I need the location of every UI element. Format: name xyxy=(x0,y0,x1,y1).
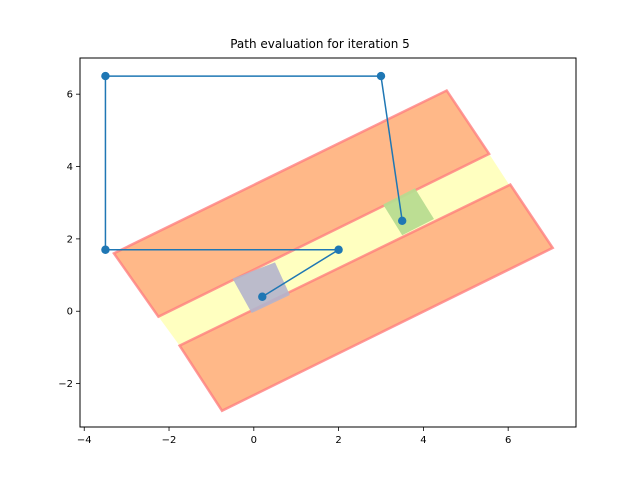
x-axis: −4 −2 0 2 4 6 xyxy=(77,427,511,446)
y-tick-label: 2 xyxy=(67,234,73,245)
x-tick-label: 0 xyxy=(251,435,257,446)
x-tick-label: 4 xyxy=(420,435,426,446)
path-layer xyxy=(101,71,407,301)
region-3 xyxy=(232,262,290,314)
y-tick-label: −2 xyxy=(58,379,73,390)
plot-frame xyxy=(79,57,577,428)
y-tick-label: 4 xyxy=(67,162,73,173)
path-point xyxy=(258,292,267,301)
region-2 xyxy=(177,183,555,413)
x-tick-label: 6 xyxy=(505,435,511,446)
x-tick-label: 2 xyxy=(335,435,341,446)
y-tick-label: 0 xyxy=(67,307,73,318)
chart-title: Path evaluation for iteration 5 xyxy=(230,37,410,51)
y-tick-label: 6 xyxy=(67,90,73,101)
path-point xyxy=(101,245,110,254)
path-line xyxy=(104,75,403,298)
path-point xyxy=(376,71,386,81)
x-tick-label: −2 xyxy=(162,435,177,446)
region-4 xyxy=(383,188,434,236)
path-point xyxy=(397,216,407,225)
path-point xyxy=(334,245,343,254)
path-point xyxy=(101,71,110,81)
y-axis: −2 0 2 4 6 xyxy=(58,90,80,390)
region-1 xyxy=(112,88,491,319)
x-tick-label: −4 xyxy=(77,435,92,446)
